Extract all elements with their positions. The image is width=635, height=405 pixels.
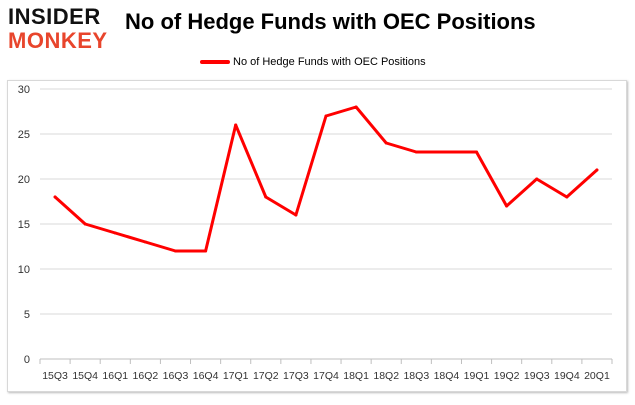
x-tick-label: 19Q4 <box>554 370 580 382</box>
data-point <box>83 222 87 226</box>
data-point <box>595 168 599 172</box>
data-point <box>294 213 298 217</box>
data-point <box>324 114 328 118</box>
x-tick-label: 16Q2 <box>133 370 159 382</box>
data-point <box>535 177 539 181</box>
data-point <box>384 141 388 145</box>
y-tick-label: 20 <box>18 174 30 186</box>
chart-title: No of Hedge Funds with OEC Positions <box>125 9 536 34</box>
data-point <box>414 150 418 154</box>
data-point <box>475 150 479 154</box>
data-point <box>204 249 208 253</box>
chart-legend: No of Hedge Funds with OEC Positions <box>200 53 426 71</box>
data-point <box>53 195 57 199</box>
x-tick-label: 20Q1 <box>584 370 610 382</box>
x-tick-label: 18Q4 <box>434 370 460 382</box>
data-point <box>143 240 147 244</box>
x-tick-label: 19Q3 <box>524 370 550 382</box>
x-tick-label: 18Q3 <box>403 370 429 382</box>
x-tick-label: 17Q4 <box>313 370 339 382</box>
x-tick-label: 16Q4 <box>193 370 219 382</box>
insider-monkey-logo: INSIDER MONKEY <box>6 2 118 53</box>
data-point <box>264 195 268 199</box>
x-tick-label: 17Q3 <box>283 370 309 382</box>
brand-line2: MONKEY <box>8 28 108 52</box>
y-tick-label: 5 <box>24 309 30 321</box>
data-point <box>113 231 117 235</box>
x-tick-label: 16Q1 <box>102 370 128 382</box>
x-tick-label: 17Q2 <box>253 370 279 382</box>
x-tick-label: 16Q3 <box>163 370 189 382</box>
legend-label: No of Hedge Funds with OEC Positions <box>233 56 426 68</box>
data-point <box>444 150 448 154</box>
x-tick-label: 15Q4 <box>72 370 98 382</box>
data-point <box>354 105 358 109</box>
data-point <box>234 123 238 127</box>
x-tick-label: 15Q3 <box>42 370 68 382</box>
y-tick-label: 10 <box>18 264 30 276</box>
chart-frame <box>7 80 627 392</box>
data-point <box>505 204 509 208</box>
legend-line-swatch <box>200 60 230 64</box>
data-point <box>565 195 569 199</box>
x-tick-label: 19Q1 <box>464 370 490 382</box>
y-tick-label: 30 <box>18 84 30 96</box>
x-tick-label: 18Q2 <box>373 370 399 382</box>
brand-line1: INSIDER <box>8 4 101 29</box>
x-tick-label: 18Q1 <box>343 370 369 382</box>
x-tick-label: 17Q1 <box>223 370 249 382</box>
y-tick-label: 25 <box>18 129 30 141</box>
y-tick-label: 0 <box>24 354 30 366</box>
y-tick-label: 15 <box>18 219 30 231</box>
x-tick-label: 19Q2 <box>494 370 520 382</box>
data-point <box>173 249 177 253</box>
